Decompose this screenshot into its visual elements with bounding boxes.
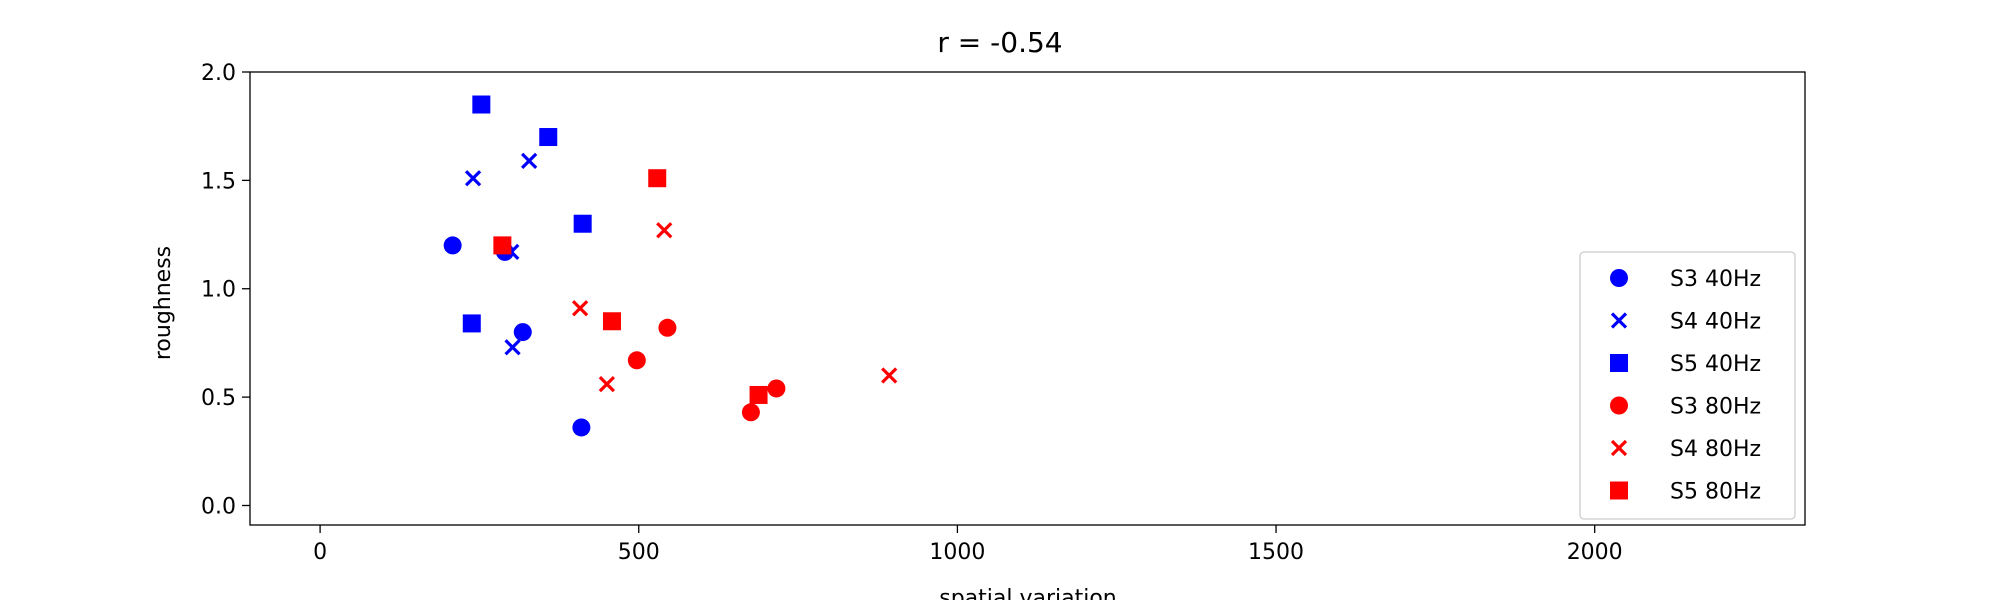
legend-entry: S4 80Hz	[1610, 437, 1761, 462]
data-point	[493, 236, 512, 255]
data-point	[749, 385, 768, 404]
data-point	[648, 169, 667, 188]
x-tick-label: 500	[618, 540, 660, 565]
legend-label: S4 80Hz	[1670, 437, 1761, 462]
legend-marker	[1610, 396, 1628, 415]
data-point	[602, 312, 621, 331]
series-s3-80hz	[627, 318, 786, 422]
series-s5-40hz	[462, 95, 592, 333]
data-point	[741, 403, 760, 422]
y-axis: 0.0 0.5 1.0 1.5 2.0	[201, 61, 250, 519]
y-tick-label: 2.0	[201, 61, 236, 86]
legend-entry: S5 80Hz	[1610, 480, 1761, 505]
data-point	[627, 351, 646, 370]
series-s3-40hz	[443, 236, 591, 437]
chart-title: r = -0.54	[937, 26, 1062, 59]
y-tick-label: 0.5	[201, 386, 236, 411]
data-point	[656, 222, 673, 239]
series-s5-80hz	[493, 169, 768, 404]
legend-box	[1579, 251, 1796, 520]
data-point	[573, 214, 592, 233]
data-point	[658, 318, 677, 337]
y-axis-label: roughness	[151, 246, 176, 360]
data-point	[443, 236, 462, 255]
data-point	[571, 300, 589, 317]
legend-marker	[1610, 269, 1628, 287]
legend-label: S5 40Hz	[1670, 352, 1761, 377]
legend-marker	[1610, 354, 1628, 372]
x-tick-label: 0	[313, 540, 327, 565]
y-tick-label: 1.0	[201, 278, 236, 303]
data-point	[767, 379, 786, 398]
data-point	[539, 128, 558, 147]
legend-marker	[1610, 481, 1628, 500]
legend-label: S3 80Hz	[1670, 395, 1761, 420]
legend-label: S4 40Hz	[1670, 310, 1761, 335]
data-point	[513, 323, 532, 342]
data-point	[572, 418, 591, 437]
data-point	[472, 95, 491, 114]
legend-entry: S5 40Hz	[1610, 352, 1761, 377]
data-point	[462, 314, 481, 333]
legend-label: S3 40Hz	[1670, 267, 1761, 292]
data-point	[464, 170, 482, 187]
data-point	[598, 375, 616, 393]
x-axis-label: spatial variation	[939, 586, 1117, 600]
data-point	[504, 339, 521, 356]
x-axis: 0 500 1000 1500 2000	[313, 525, 1623, 565]
legend-marker	[1610, 312, 1628, 329]
x-tick-label: 2000	[1567, 540, 1623, 565]
plot-frame	[249, 71, 1806, 526]
legend-marker	[1610, 439, 1628, 457]
data-point	[521, 152, 538, 169]
x-tick-label: 1500	[1248, 540, 1304, 565]
legend-entry: S4 40Hz	[1610, 310, 1761, 335]
legend-label: S5 80Hz	[1670, 480, 1761, 505]
legend-entry: S3 80Hz	[1610, 395, 1761, 420]
y-tick-label: 1.5	[201, 169, 236, 194]
y-tick-label: 0.0	[201, 494, 236, 519]
data-point	[881, 367, 898, 384]
legend: S3 40Hz S4 40Hz S5 40Hz S3 80Hz S4 80Hz S5 80…	[1579, 251, 1796, 520]
x-tick-label: 1000	[929, 540, 985, 565]
plot-area	[443, 95, 898, 437]
series-s4-80hz	[571, 222, 898, 393]
legend-entry: S3 40Hz	[1610, 267, 1761, 292]
